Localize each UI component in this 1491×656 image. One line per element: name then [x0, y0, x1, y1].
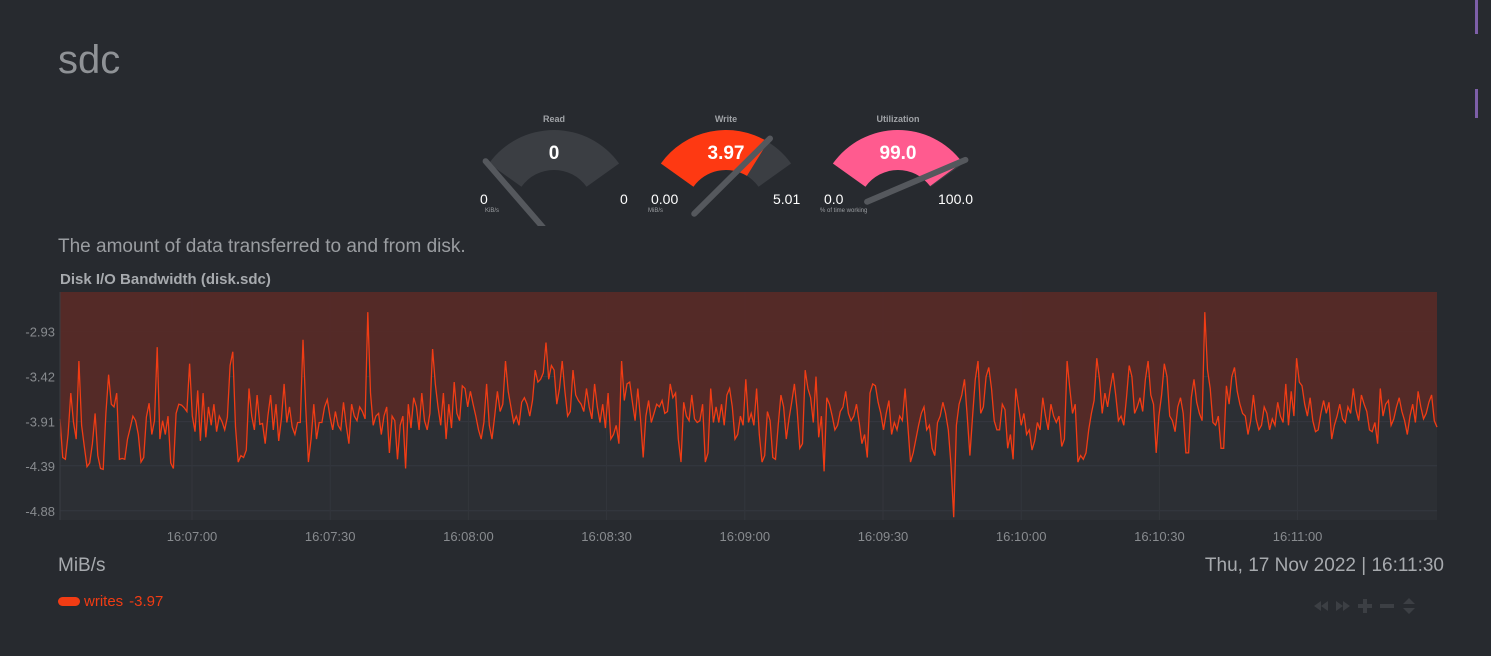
gauge-unit: % of time working	[820, 208, 868, 214]
legend-swatch	[58, 597, 80, 606]
x-tick-label: 16:10:00	[996, 529, 1047, 544]
x-tick-label: 16:09:00	[719, 529, 770, 544]
gauge-max: 100.0	[938, 191, 974, 207]
x-tick-label: 16:08:30	[581, 529, 632, 544]
fast-forward-icon[interactable]	[1334, 597, 1352, 615]
gauge-value: 99.0	[879, 143, 917, 164]
rewind-icon[interactable]	[1312, 597, 1330, 615]
gauge-title: Utilization	[876, 114, 920, 124]
gauge-utilization[interactable]: Utilization 99.0 0.0 100.0 % of time wor…	[814, 108, 982, 226]
x-tick-label: 16:08:00	[443, 529, 494, 544]
x-tick-label: 16:09:30	[858, 529, 909, 544]
x-tick-label: 16:07:30	[305, 529, 356, 544]
resize-icon[interactable]	[1400, 597, 1418, 615]
y-tick-label: -4.88	[25, 504, 55, 519]
chart-title: Disk I/O Bandwidth (disk.sdc)	[60, 271, 271, 288]
gauge-needle	[482, 158, 546, 226]
legend-series-value: -3.97	[129, 593, 164, 610]
gauge-needle	[691, 135, 774, 217]
y-tick-label: -4.39	[25, 459, 55, 474]
y-tick-label: -2.93	[25, 325, 55, 340]
legend-series-name: writes	[84, 593, 124, 610]
chart-units: MiB/s	[58, 555, 106, 576]
page-title: sdc	[58, 38, 121, 82]
gauge-min: 0.00	[651, 191, 679, 207]
x-tick-label: 16:07:00	[167, 529, 218, 544]
x-tick-label: 16:11:00	[1273, 529, 1323, 544]
chart-datetime: Thu, 17 Nov 2022 | 16:11:30	[1204, 555, 1444, 576]
scroll-indicator-2	[1475, 89, 1478, 118]
scroll-indicator	[1475, 0, 1478, 34]
gauge-track	[488, 130, 620, 187]
series-line-writes	[59, 312, 1438, 518]
gauge-min: 0.0	[824, 191, 844, 207]
gauge-dial	[832, 129, 969, 205]
gauge-min: 0	[480, 191, 488, 207]
bandwidth-chart[interactable]: -2.93 -3.42 -3.91 -4.39 -4.88 16:07:00 16:07:3…	[0, 288, 1491, 550]
gauge-fill	[660, 130, 768, 187]
gauge-unit: KiB/s	[485, 208, 500, 214]
zoom-in-icon[interactable]	[1356, 597, 1374, 615]
chart-controls	[1312, 597, 1418, 615]
series-area-writes	[60, 292, 1437, 518]
legend[interactable]: writes -3.97	[58, 593, 163, 610]
gauge-dial	[660, 130, 792, 217]
gauge-read[interactable]: Read 0 0 0 KiB/s	[470, 108, 638, 226]
gauge-title: Read	[542, 114, 565, 124]
gauge-needle	[864, 156, 969, 205]
gauge-write[interactable]: Write 3.97 0.00 5.01 MiB/s	[642, 108, 810, 226]
gauge-max: 5.01	[773, 191, 801, 207]
gauge-max: 0	[620, 191, 628, 207]
gauge-dial	[482, 130, 620, 226]
gauge-unit: MiB/s	[648, 208, 663, 214]
gauges-row: Read 0 0 0 KiB/s Write 3.97 0.00 5.01 Mi…	[460, 108, 990, 226]
x-tick-label: 16:10:30	[1134, 529, 1185, 544]
y-tick-label: -3.91	[25, 415, 55, 430]
gauge-title: Write	[714, 114, 738, 124]
chart-description: The amount of data transferred to and fr…	[58, 236, 466, 257]
zoom-out-icon[interactable]	[1378, 597, 1396, 615]
gauge-value: 0	[548, 143, 560, 164]
gauge-value: 3.97	[707, 143, 745, 164]
y-tick-label: -3.42	[25, 370, 55, 385]
